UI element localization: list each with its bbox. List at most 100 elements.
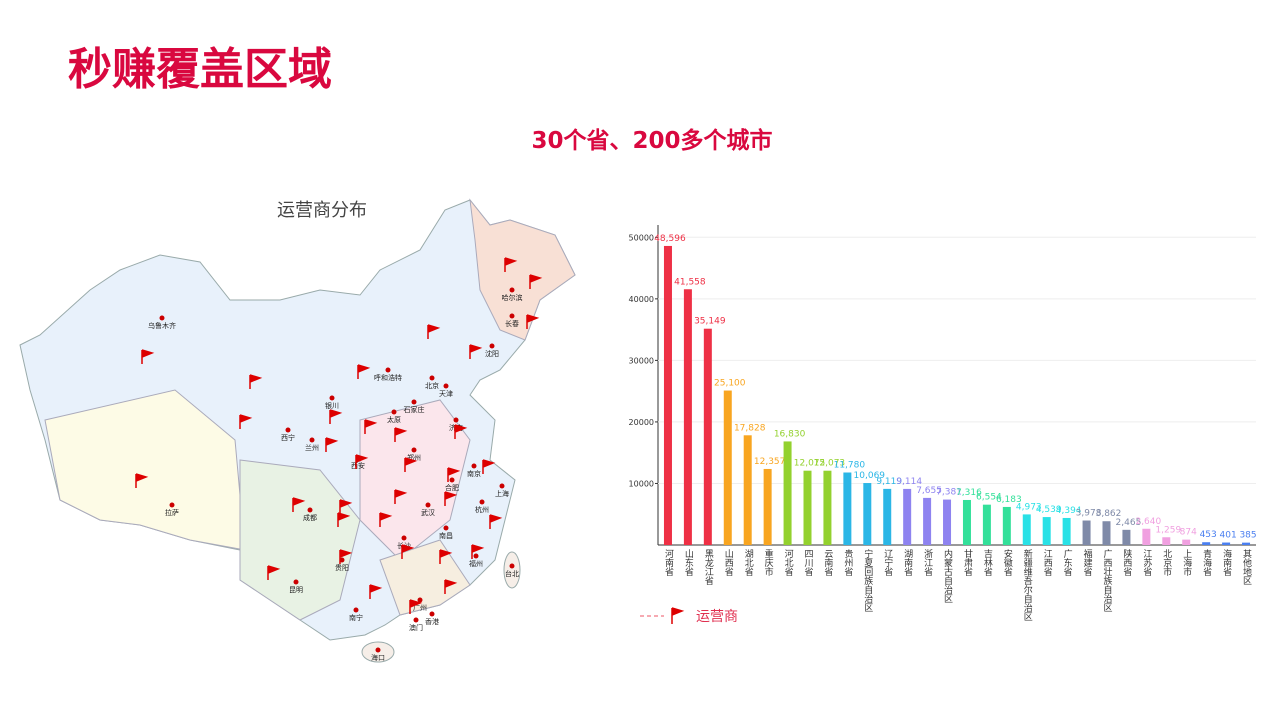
value-label: 9,119 bbox=[876, 477, 902, 487]
x-tick-label: 广东省 bbox=[1062, 548, 1073, 577]
value-label: 4,394 bbox=[1056, 506, 1082, 516]
city-dot bbox=[471, 463, 477, 469]
bar bbox=[803, 470, 812, 545]
region bbox=[359, 399, 471, 561]
city-label: 拉萨 bbox=[165, 508, 179, 517]
x-tick-label: 湖南省 bbox=[902, 549, 913, 577]
flag bbox=[339, 499, 353, 514]
x-tick-label: 福建省 bbox=[1082, 548, 1093, 577]
city-label: 台北 bbox=[505, 569, 519, 578]
value-label: 2,640 bbox=[1135, 517, 1161, 527]
city-label: 南宁 bbox=[349, 613, 363, 622]
x-tick-label: 四川省 bbox=[803, 549, 814, 577]
flag bbox=[357, 364, 371, 379]
flag bbox=[409, 599, 423, 614]
x-tick-label: 湖北省 bbox=[743, 549, 754, 577]
x-tick-label: 江苏省 bbox=[1141, 549, 1152, 577]
value-label: 11,780 bbox=[834, 461, 866, 471]
y-tick-label: 40000 bbox=[629, 295, 654, 304]
y-tick-label: 20000 bbox=[629, 418, 654, 427]
city-label: 长春 bbox=[505, 319, 519, 328]
bar bbox=[903, 488, 912, 545]
region bbox=[469, 198, 576, 341]
city-label: 广州 bbox=[413, 603, 427, 612]
flag bbox=[469, 344, 483, 359]
bar bbox=[1222, 542, 1231, 545]
x-tick-label: 甘肃省 bbox=[962, 548, 973, 577]
x-tick-label: 河南省 bbox=[663, 548, 674, 577]
city-dot bbox=[443, 383, 449, 389]
city-dot bbox=[473, 553, 479, 559]
flag bbox=[355, 454, 369, 469]
city-dot bbox=[417, 597, 423, 603]
bar bbox=[843, 472, 852, 545]
flag bbox=[444, 491, 458, 506]
x-tick-label: 青海省 bbox=[1201, 548, 1212, 577]
city-label: 北京 bbox=[425, 381, 439, 390]
city-label: 沈阳 bbox=[485, 349, 499, 358]
value-label: 16,830 bbox=[774, 429, 806, 439]
x-tick-label: 贵州省 bbox=[842, 548, 853, 577]
x-tick-label: 河北省 bbox=[783, 548, 794, 577]
x-tick-label: 辽宁省 bbox=[882, 549, 893, 577]
x-tick-label: 吉林省 bbox=[982, 549, 993, 577]
x-tick-label: 宁夏回族自治区 bbox=[862, 548, 873, 612]
x-tick-label: 山西省 bbox=[723, 549, 734, 577]
flag bbox=[394, 489, 408, 504]
flag bbox=[339, 549, 353, 564]
city-dot bbox=[413, 617, 419, 623]
city-label: 太原 bbox=[387, 415, 401, 424]
city-dot bbox=[509, 287, 515, 293]
value-label: 9,114 bbox=[896, 477, 922, 487]
flag bbox=[141, 349, 155, 364]
flag bbox=[379, 512, 393, 527]
city-dot bbox=[401, 535, 407, 541]
bar bbox=[863, 483, 872, 545]
slide-subtitle: 30个省、200多个城市 bbox=[531, 127, 772, 154]
bar bbox=[663, 245, 672, 545]
x-tick-label: 重庆市 bbox=[763, 548, 774, 577]
value-label: 385 bbox=[1239, 531, 1256, 541]
city-dot bbox=[307, 507, 313, 513]
region bbox=[239, 459, 361, 621]
value-label: 2,465 bbox=[1116, 518, 1142, 528]
flag bbox=[239, 414, 253, 429]
city-dot bbox=[293, 579, 299, 585]
x-tick-label: 广西壮族自治区 bbox=[1102, 548, 1113, 612]
flag bbox=[471, 544, 485, 559]
map: 运营商分布 运营商 bbox=[19, 198, 738, 663]
city-dot bbox=[353, 607, 359, 613]
bar bbox=[783, 441, 792, 545]
x-tick-label: 浙江省 bbox=[922, 548, 933, 577]
value-label: 17,828 bbox=[734, 423, 766, 433]
x-tick-label: 山东省 bbox=[683, 549, 694, 577]
city-label: 海口 bbox=[371, 653, 385, 662]
city-dot bbox=[509, 313, 515, 319]
bar bbox=[1022, 514, 1031, 545]
bar bbox=[1142, 528, 1151, 545]
flag bbox=[394, 427, 408, 442]
bar bbox=[1122, 529, 1131, 545]
flag bbox=[482, 459, 496, 474]
x-tick-label: 新疆维吾尔自治区 bbox=[1022, 548, 1033, 621]
bar bbox=[683, 289, 692, 545]
city-dot bbox=[429, 375, 435, 381]
city-label: 成都 bbox=[303, 513, 317, 522]
city-label: 香港 bbox=[425, 617, 439, 626]
bar bbox=[703, 328, 712, 545]
x-tick-label: 海南省 bbox=[1221, 548, 1232, 577]
flag bbox=[489, 514, 503, 529]
bar bbox=[763, 468, 772, 545]
x-tick-label: 江西省 bbox=[1042, 549, 1053, 577]
city-label: 福州 bbox=[469, 559, 483, 568]
legend-label: 运营商 bbox=[696, 609, 738, 625]
flag bbox=[135, 473, 149, 488]
flag bbox=[337, 512, 351, 527]
slide-title: 秒赚覆盖区域 bbox=[68, 44, 332, 95]
city-label: 贵阳 bbox=[335, 563, 349, 572]
x-tick-label: 云南省 bbox=[822, 549, 833, 577]
city-label: 西宁 bbox=[281, 433, 295, 442]
legend-flag bbox=[671, 607, 685, 624]
city-dot bbox=[385, 367, 391, 373]
bar bbox=[1002, 506, 1011, 545]
